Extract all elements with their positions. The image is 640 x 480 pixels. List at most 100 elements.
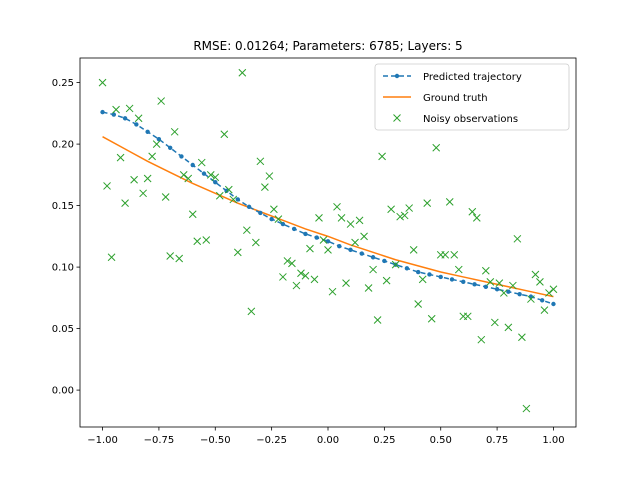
legend-label-noisy: Noisy observations <box>423 114 518 125</box>
predicted-point <box>494 287 500 292</box>
x-tick-label: −0.75 <box>144 435 175 446</box>
noisy-observation-marker <box>107 253 116 262</box>
noisy-observation-marker <box>143 174 152 183</box>
y-tick-label: 0.20 <box>52 140 74 151</box>
noisy-observation-marker <box>333 202 341 211</box>
predicted-trajectory-line <box>102 111 554 305</box>
noisy-observation-marker <box>490 318 499 327</box>
noisy-observation-marker <box>382 276 391 285</box>
legend-box <box>374 63 570 131</box>
noisy-observation-marker <box>445 198 454 206</box>
noisy-observation-marker <box>175 254 184 263</box>
noisy-observation-marker <box>193 237 202 246</box>
noisy-observation-marker <box>229 195 238 204</box>
predicted-point <box>134 122 139 127</box>
noisy-observation-marker <box>346 220 355 228</box>
noisy-observation-marker <box>396 212 404 221</box>
predicted-point <box>506 289 511 294</box>
noisy-observation-marker <box>265 172 274 180</box>
predicted-point <box>415 269 421 275</box>
predicted-point <box>167 145 173 150</box>
noisy-observation-marker <box>463 312 472 321</box>
legend-noisy-swatch <box>393 114 401 122</box>
x-tick-label: 0.25 <box>373 435 395 446</box>
noisy-observation-marker <box>179 170 188 179</box>
predicted-point <box>269 216 274 222</box>
predicted-point <box>100 109 105 115</box>
noisy-observation-marker <box>360 232 368 241</box>
predicted-point <box>179 154 184 159</box>
noisy-observation-marker <box>125 104 134 113</box>
noisy-observation-marker <box>527 295 535 303</box>
predicted-point <box>551 301 556 307</box>
noisy-observation-marker <box>134 114 143 123</box>
noisy-observation-marker <box>202 236 211 244</box>
y-tick-label: 0.00 <box>52 386 74 397</box>
noisy-observation-marker <box>170 127 179 136</box>
noisy-observation-marker <box>242 226 251 235</box>
legend-label-truth: Ground truth <box>423 93 488 104</box>
noisy-observation-marker <box>319 236 328 244</box>
chart-title: RMSE: 0.01264; Parameters: 6785; Layers:… <box>193 39 462 53</box>
noisy-observation-marker <box>270 205 278 214</box>
noisy-observation-marker <box>427 314 436 323</box>
legend-predicted-marker <box>394 73 400 79</box>
noisy-observation-marker <box>540 306 549 315</box>
noisy-observation-marker <box>432 143 441 152</box>
noisy-observation-marker <box>418 275 427 284</box>
noisy-observation-marker <box>328 287 337 296</box>
noisy-observation-marker <box>531 270 540 279</box>
noisy-observation-marker <box>500 289 508 297</box>
noisy-observation-marker <box>481 266 490 275</box>
predicted-point <box>314 235 319 240</box>
noisy-observation-marker <box>238 68 247 77</box>
noisy-observation-marker <box>112 105 120 114</box>
noisy-observation-marker <box>279 273 287 281</box>
noisy-observation-marker <box>378 152 386 161</box>
predicted-point <box>348 247 353 253</box>
noisy-observation-marker <box>423 199 432 207</box>
ground-truth-line <box>102 136 554 298</box>
x-tick-label: 1.00 <box>542 435 564 446</box>
noisy-observation-marker <box>215 191 224 200</box>
predicted-point <box>427 272 432 277</box>
predicted-point <box>246 204 252 210</box>
predicted-point <box>156 136 162 142</box>
predicted-point <box>359 251 365 256</box>
noisy-observation-marker <box>224 185 233 194</box>
noisy-observation-marker <box>233 248 242 257</box>
noisy-observation-marker <box>166 252 175 260</box>
noisy-observation-marker <box>261 183 269 192</box>
predicted-point <box>404 266 410 271</box>
noisy-observation-marker <box>283 257 292 265</box>
noisy-observation-marker <box>161 193 170 201</box>
predicted-point <box>235 197 241 202</box>
predicted-point <box>325 239 331 244</box>
noisy-observation-marker <box>441 250 450 259</box>
noisy-observation-marker <box>369 265 377 274</box>
noisy-observation-marker <box>288 259 296 268</box>
predicted-point <box>517 291 522 297</box>
y-tick-label: 0.15 <box>52 201 74 212</box>
predicted-point <box>201 171 207 176</box>
noisy-observation-marker <box>468 207 477 216</box>
legend: Predicted trajectory Ground truth Noisy ob… <box>374 63 570 131</box>
noisy-observation-marker <box>301 271 310 280</box>
noisy-observation-marker <box>116 153 125 162</box>
predicted-point <box>224 188 229 194</box>
x-tick-label: −0.25 <box>256 435 287 446</box>
noisy-observation-marker <box>220 130 229 139</box>
x-tick-label: 0.50 <box>430 435 452 446</box>
noisy-observation-marker <box>324 246 332 254</box>
noisy-observation-marker <box>454 265 463 274</box>
predicted-point <box>449 277 455 282</box>
predicted-point <box>483 284 489 289</box>
noisy-observation-marker <box>409 246 418 254</box>
noisy-observation-marker <box>256 157 265 166</box>
predicted-point <box>382 258 387 264</box>
y-tick-label: 0.05 <box>52 324 74 335</box>
y-tick-label: 0.25 <box>52 78 74 89</box>
predicted-point <box>213 180 218 185</box>
predicted-point <box>258 210 263 216</box>
noisy-observation-marker <box>121 199 129 207</box>
